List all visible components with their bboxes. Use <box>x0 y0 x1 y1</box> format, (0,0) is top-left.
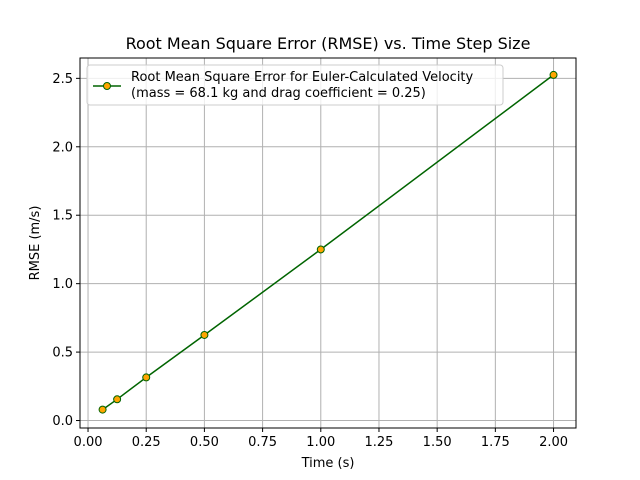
x-tick-label: 2.00 <box>539 435 568 450</box>
x-axis-label: Time (s) <box>301 456 355 471</box>
y-tick-label: 2.0 <box>52 140 73 155</box>
data-point <box>142 373 151 382</box>
x-tick-label: 0.50 <box>190 435 219 450</box>
ticks: 0.00 0.25 0.50 0.75 1.00 1.25 1.50 1.75 2.00 0.0 0… <box>52 72 568 450</box>
data-point <box>549 70 558 79</box>
data-point <box>113 395 122 404</box>
x-tick-label: 1.25 <box>364 435 393 450</box>
x-tick-label: 1.75 <box>481 435 510 450</box>
x-tick-label: 0.75 <box>248 435 277 450</box>
x-tick-label: 0.25 <box>132 435 161 450</box>
legend-marker-swatch <box>103 82 111 90</box>
legend-box <box>86 64 504 106</box>
legend-label-line-1: Root Mean Square Error for Euler-Calcula… <box>131 70 474 85</box>
legend-label-line-2: (mass = 68.1 kg and drag coefficient = 0… <box>131 86 426 101</box>
data-point <box>98 405 107 414</box>
data-point <box>200 330 209 339</box>
legend: Root Mean Square Error for Euler-Calcula… <box>86 64 504 106</box>
x-tick-label: 1.00 <box>306 435 335 450</box>
y-tick-label: 2.5 <box>52 72 73 87</box>
y-tick-label: 0.5 <box>52 346 73 361</box>
chart-title: Root Mean Square Error (RMSE) vs. Time S… <box>126 34 531 53</box>
data-point <box>316 245 325 254</box>
axes-frame <box>79 57 577 429</box>
y-tick-label: 1.0 <box>52 277 73 292</box>
y-tick-label: 1.5 <box>52 209 73 224</box>
x-tick-label: 1.50 <box>423 435 452 450</box>
series-layer <box>98 70 558 414</box>
x-tick-label: 0.00 <box>74 435 103 450</box>
y-axis-label: RMSE (m/s) <box>28 206 43 281</box>
y-tick-label: 0.0 <box>52 414 73 429</box>
